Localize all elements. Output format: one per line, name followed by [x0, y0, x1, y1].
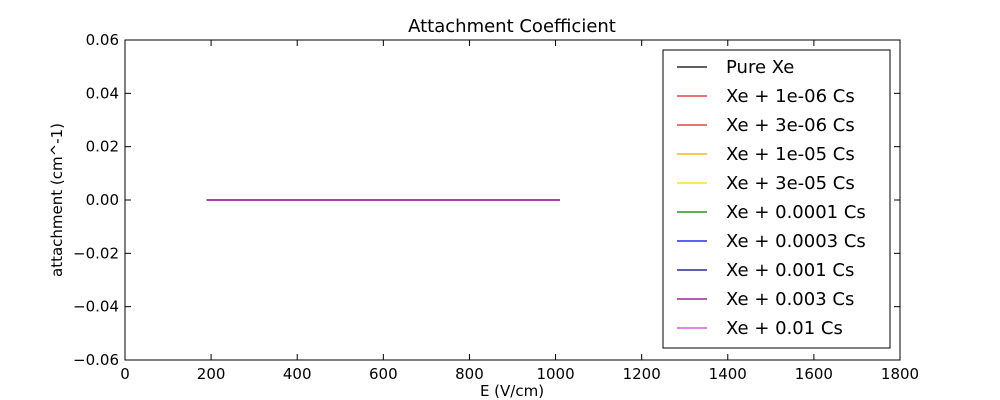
x-tick-label: 1000: [536, 365, 574, 383]
chart-title: Attachment Coefficient: [408, 16, 616, 37]
legend-entry: Xe + 0.003 Cs: [726, 289, 854, 310]
x-tick-label: 0: [120, 365, 130, 383]
x-tick-label: 600: [369, 365, 398, 383]
y-tick-label: 0.02: [86, 138, 119, 156]
x-tick-label: 800: [455, 365, 484, 383]
x-tick-label: 1600: [795, 365, 833, 383]
x-tick-label: 200: [197, 365, 226, 383]
legend: Pure Xe Xe + 1e-06 Cs Xe + 3e-06 Cs Xe + 1e…: [662, 49, 891, 349]
legend-entry: Xe + 1e-06 Cs: [726, 86, 855, 107]
y-tick-label: −0.02: [73, 244, 119, 262]
legend-entry: Xe + 0.0001 Cs: [726, 202, 866, 223]
y-tick-label: −0.06: [73, 351, 119, 369]
y-tick-label: 0.06: [86, 31, 119, 49]
legend-entry: Xe + 3e-05 Cs: [726, 173, 855, 194]
legend-entry: Xe + 0.01 Cs: [726, 318, 843, 339]
x-axis: 0 200 400 600 800 1000 1200 1400 1600 1800: [120, 40, 919, 383]
legend-entry: Xe + 0.001 Cs: [726, 260, 854, 281]
y-axis-label: attachment (cm^-1): [48, 123, 66, 277]
x-tick-label: 1200: [623, 365, 661, 383]
x-tick-label: 1400: [709, 365, 747, 383]
x-tick-label: 400: [283, 365, 312, 383]
legend-box: [662, 49, 891, 349]
legend-entry: Xe + 1e-05 Cs: [726, 144, 855, 165]
y-tick-label: 0.04: [86, 84, 119, 102]
x-tick-label: 1800: [881, 365, 919, 383]
y-axis: −0.06 −0.04 −0.02 0.00 0.02 0.04 0.06: [73, 31, 900, 369]
legend-entry: Xe + 0.0003 Cs: [726, 231, 866, 252]
legend-entry: Xe + 3e-06 Cs: [726, 115, 855, 136]
legend-entry: Pure Xe: [726, 57, 794, 78]
y-tick-label: 0.00: [86, 191, 119, 209]
x-axis-label: E (V/cm): [480, 382, 544, 400]
y-tick-label: −0.04: [73, 298, 119, 316]
